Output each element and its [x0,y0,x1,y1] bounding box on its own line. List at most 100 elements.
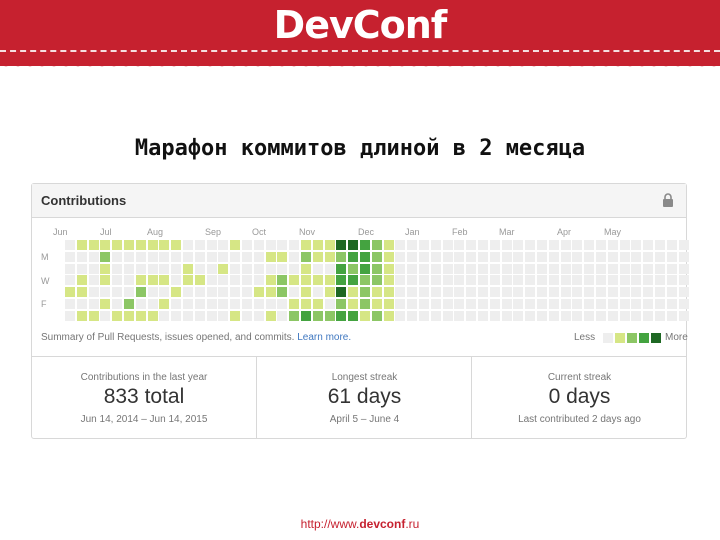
contribution-day-cell [596,275,606,285]
contribution-day-cell [254,264,264,274]
contribution-day-cell [360,240,370,250]
contribution-day-cell [537,311,547,321]
banner-stitch-line [0,50,720,52]
contribution-day-cell [124,264,134,274]
contribution-day-cell [572,252,582,262]
contribution-day-cell [289,252,299,262]
contribution-day-cell [384,311,394,321]
summary-text: Summary of Pull Requests, issues opened,… [41,332,351,343]
contribution-day-cell [372,252,382,262]
contribution-day-cell [513,275,523,285]
footer-url[interactable]: http://www.devconf.ru [0,517,720,531]
contribution-day-cell [561,311,571,321]
contribution-day-cell [277,287,287,297]
contribution-day-cell [100,311,110,321]
contribution-day-cell [620,287,630,297]
contribution-day-cell [513,264,523,274]
contribution-day-cell [502,240,512,250]
contribution-day-cell [454,299,464,309]
contribution-day-cell [348,264,358,274]
contribution-day-cell [254,275,264,285]
contribution-day-cell [171,299,181,309]
contribution-day-cell [419,275,429,285]
contribution-day-cell [348,311,358,321]
contribution-day-cell [443,252,453,262]
contribution-day-cell [466,240,476,250]
contribution-day-cell [301,275,311,285]
slide-title: Марафон коммитов длиной в 2 месяца [0,136,720,161]
contribution-day-cell [490,240,500,250]
contribution-day-cell [159,299,169,309]
contribution-day-cell [620,299,630,309]
contribution-day-cell [478,252,488,262]
contribution-day-cell [148,287,158,297]
contribution-day-cell [313,275,323,285]
contribution-day-cell [667,240,677,250]
day-label-wednesday: W [41,276,50,286]
stat-value: 61 days [257,385,472,409]
contribution-day-cell [584,287,594,297]
contribution-day-cell [348,275,358,285]
legend-swatch [651,333,661,343]
contribution-day-cell [608,252,618,262]
month-label: Dec [358,227,374,237]
contribution-day-cell [301,240,311,250]
contribution-day-cell [313,264,323,274]
contribution-day-cell [419,299,429,309]
month-label: Jan [405,227,420,237]
contribution-day-cell [561,299,571,309]
contribution-day-cell [77,311,87,321]
contribution-day-cell [360,287,370,297]
contribution-day-cell [89,240,99,250]
contribution-day-cell [325,264,335,274]
contribution-day-cell [478,240,488,250]
contribution-day-cell [561,240,571,250]
contribution-day-cell [596,311,606,321]
contribution-day-cell [655,287,665,297]
contribution-day-cell [325,287,335,297]
contribution-day-cell [525,240,535,250]
contribution-day-cell [584,275,594,285]
contribution-day-cell [502,275,512,285]
contribution-day-cell [325,240,335,250]
contribution-day-cell [148,299,158,309]
stat-longest-streak: Longest streak 61 days April 5 – June 4 [256,357,472,439]
contribution-day-cell [89,275,99,285]
contribution-day-cell [100,240,110,250]
contribution-day-cell [502,264,512,274]
contribution-day-cell [254,252,264,262]
contribution-day-cell [443,240,453,250]
contribution-day-cell [195,287,205,297]
contribution-day-cell [266,287,276,297]
contribution-day-cell [431,240,441,250]
contribution-day-cell [419,264,429,274]
contribution-day-cell [372,311,382,321]
contribution-day-cell [242,275,252,285]
contribution-day-cell [325,311,335,321]
contribution-day-cell [407,287,417,297]
contribution-day-cell [407,252,417,262]
contribution-day-cell [561,264,571,274]
contribution-day-cell [289,311,299,321]
contribution-day-cell [277,264,287,274]
stat-range: Last contributed 2 days ago [472,414,687,425]
contribution-day-cell [478,311,488,321]
contribution-day-cell [549,240,559,250]
contribution-day-cell [242,311,252,321]
month-label: Mar [499,227,515,237]
contribution-day-cell [360,252,370,262]
learn-more-link[interactable]: Learn more. [297,332,351,343]
contribution-day-cell [490,299,500,309]
contribution-day-cell [277,240,287,250]
contribution-day-cell [325,252,335,262]
contribution-day-cell [207,240,217,250]
contribution-day-cell [490,311,500,321]
contribution-day-cell [360,299,370,309]
contribution-day-cell [336,275,346,285]
stat-total: Contributions in the last year 833 total… [32,357,256,439]
contribution-day-cell [195,275,205,285]
contribution-day-cell [384,264,394,274]
contribution-day-cell [266,264,276,274]
contribution-day-cell [254,240,264,250]
contribution-day-cell [65,287,75,297]
